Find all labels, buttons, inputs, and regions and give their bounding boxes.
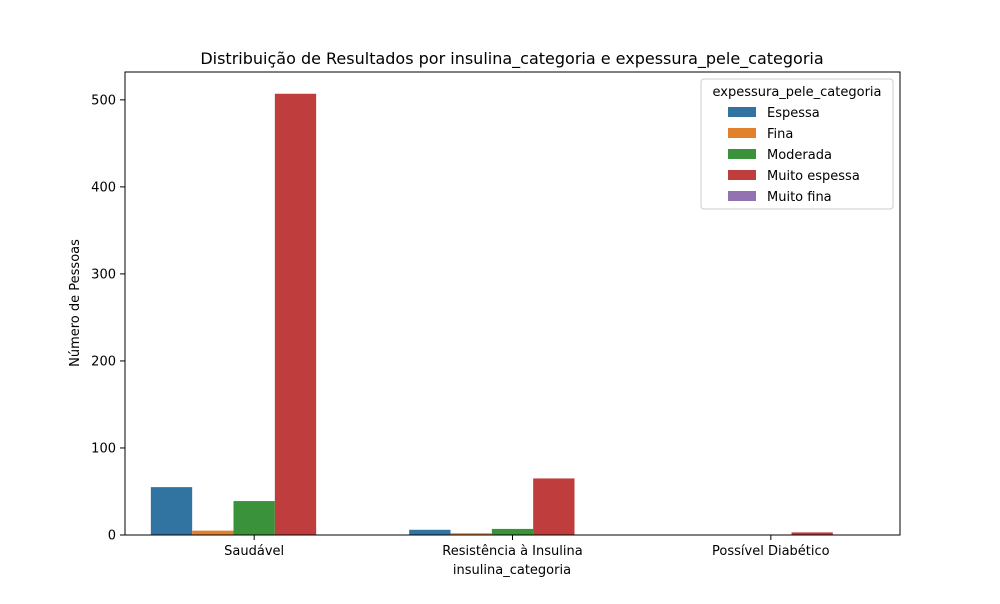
y-tick-label: 300 bbox=[91, 267, 116, 282]
legend-swatch bbox=[728, 107, 756, 117]
x-tick-label: Possível Diabético bbox=[712, 544, 830, 559]
y-tick-label: 500 bbox=[91, 93, 116, 108]
bar-moderada-2 bbox=[491, 528, 534, 535]
x-tick-label: Resistência à Insulina bbox=[442, 544, 582, 559]
legend-swatch bbox=[728, 149, 756, 159]
bar-espessa-1 bbox=[150, 487, 193, 535]
bar-muito-espessa-3 bbox=[791, 532, 833, 535]
legend-label: Espessa bbox=[767, 106, 820, 121]
x-axis-label: insulina_categoria bbox=[453, 563, 571, 578]
y-tick-label: 100 bbox=[91, 441, 116, 456]
x-tick-label: Saudável bbox=[224, 544, 284, 559]
axes-layer: 0 100 200 300 400 500 Saudável Resistência à In… bbox=[91, 71, 901, 559]
y-axis-label: Número de Pessoas bbox=[68, 239, 83, 367]
bar-muito-espessa-2 bbox=[533, 478, 575, 535]
bar-muito-espessa-1 bbox=[274, 93, 317, 536]
bars-layer bbox=[150, 93, 833, 536]
legend-label: Muito fina bbox=[767, 190, 832, 205]
legend-swatch bbox=[728, 170, 756, 180]
legend-label: Fina bbox=[767, 127, 793, 142]
legend: expessura_pele_categoria Espessa Fina Moder… bbox=[700, 78, 894, 210]
bar-fina-1 bbox=[192, 530, 234, 535]
y-tick-label: 400 bbox=[91, 180, 116, 195]
y-tick-label: 0 bbox=[108, 529, 116, 544]
legend-label: Muito espessa bbox=[767, 169, 860, 184]
bar-fina-2 bbox=[450, 533, 492, 535]
y-tick-label: 200 bbox=[91, 354, 116, 369]
chart-title: Distribuição de Resultados por insulina_… bbox=[200, 49, 823, 69]
legend-title: expessura_pele_categoria bbox=[712, 85, 881, 100]
bar-espessa-2 bbox=[409, 529, 451, 535]
legend-swatch bbox=[728, 128, 756, 138]
bar-moderada-1 bbox=[233, 501, 275, 535]
legend-label: Moderada bbox=[767, 148, 832, 163]
legend-swatch bbox=[728, 191, 756, 201]
